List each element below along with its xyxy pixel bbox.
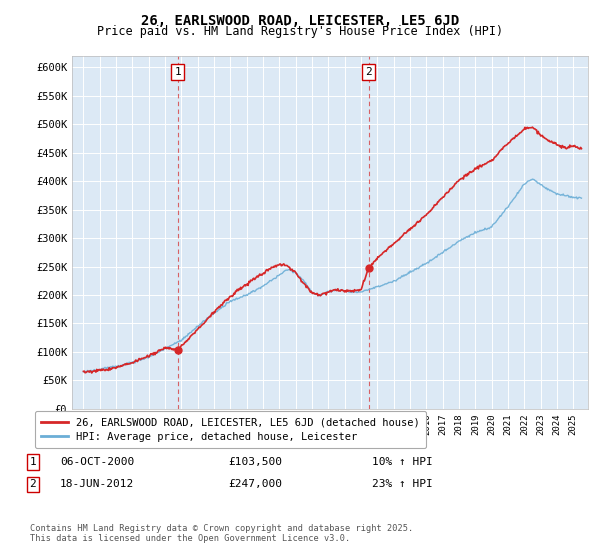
Text: 06-OCT-2000: 06-OCT-2000: [60, 457, 134, 467]
Text: 26, EARLSWOOD ROAD, LEICESTER, LE5 6JD: 26, EARLSWOOD ROAD, LEICESTER, LE5 6JD: [141, 14, 459, 28]
Text: 1: 1: [29, 457, 37, 467]
Text: 1: 1: [174, 67, 181, 77]
Text: 2: 2: [29, 479, 37, 489]
Text: £103,500: £103,500: [228, 457, 282, 467]
Text: 2: 2: [365, 67, 372, 77]
Text: Contains HM Land Registry data © Crown copyright and database right 2025.
This d: Contains HM Land Registry data © Crown c…: [30, 524, 413, 543]
Text: Price paid vs. HM Land Registry's House Price Index (HPI): Price paid vs. HM Land Registry's House …: [97, 25, 503, 38]
Legend: 26, EARLSWOOD ROAD, LEICESTER, LE5 6JD (detached house), HPI: Average price, det: 26, EARLSWOOD ROAD, LEICESTER, LE5 6JD (…: [35, 411, 426, 449]
Text: 23% ↑ HPI: 23% ↑ HPI: [372, 479, 433, 489]
Text: 10% ↑ HPI: 10% ↑ HPI: [372, 457, 433, 467]
Text: £247,000: £247,000: [228, 479, 282, 489]
Text: 18-JUN-2012: 18-JUN-2012: [60, 479, 134, 489]
